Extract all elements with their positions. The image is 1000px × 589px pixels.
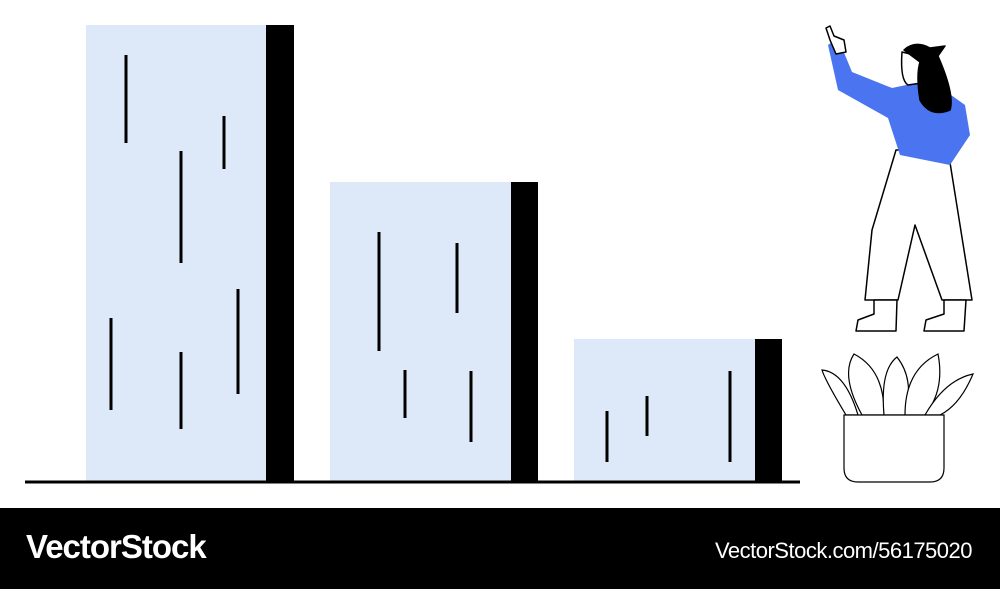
- shoe: [855, 299, 898, 332]
- shirt: [828, 38, 970, 165]
- person: [825, 25, 973, 332]
- bar: [574, 339, 755, 481]
- url: VectorStock.com/56175020: [714, 538, 973, 563]
- brand: VectorStock: [26, 528, 207, 565]
- footer: VectorStock VectorStock.com/56175020: [0, 508, 1000, 589]
- hand: [825, 25, 847, 55]
- bar: [86, 25, 266, 481]
- leaf: [821, 369, 859, 416]
- pot: [843, 414, 945, 483]
- plant: [821, 353, 974, 483]
- hair: [903, 43, 952, 114]
- bar: [330, 182, 511, 481]
- bars: [25, 25, 800, 484]
- illustration: [25, 25, 974, 484]
- shoe: [923, 299, 967, 332]
- trousers: [864, 149, 973, 301]
- bar-shadow: [511, 182, 538, 481]
- bar-shadow: [755, 339, 782, 481]
- leaf: [923, 373, 974, 416]
- bar-shadow: [266, 25, 294, 481]
